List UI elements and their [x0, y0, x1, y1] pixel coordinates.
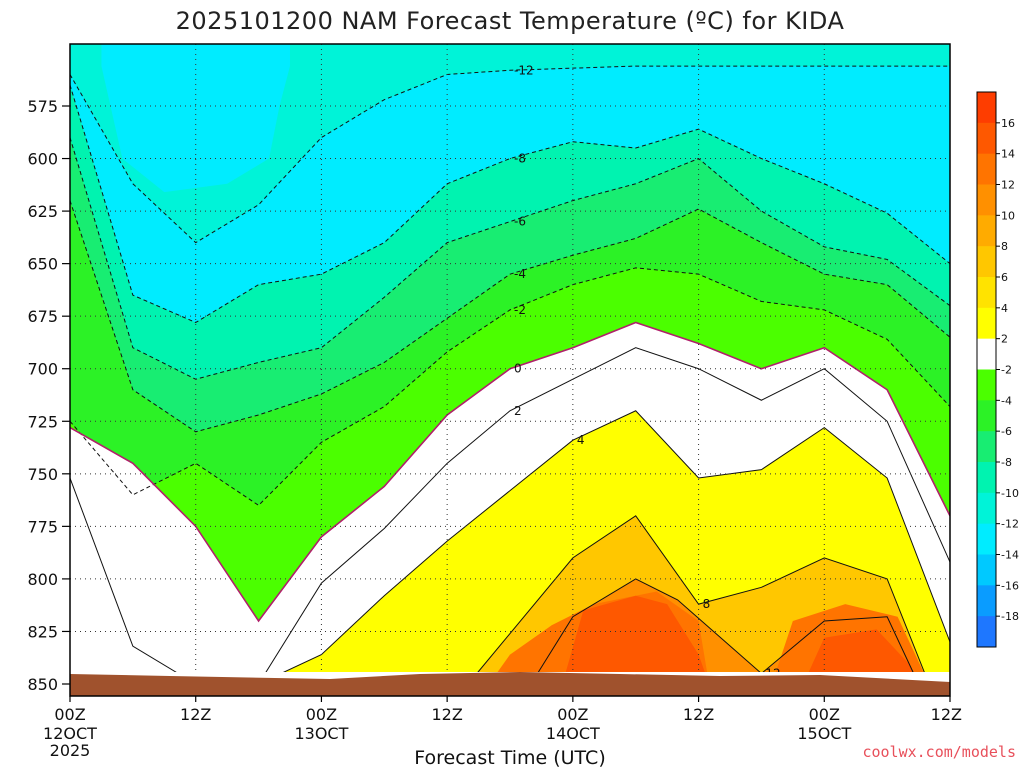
- colorbar-label-14: -14: [1001, 549, 1019, 562]
- y-tick-label-825: 825: [27, 622, 58, 641]
- colorbar-label-3: 10: [1001, 209, 1015, 222]
- band-core-2: [803, 629, 919, 684]
- isotherm-line--4: [70, 200, 950, 433]
- x-tick-hour-0: 00Z: [54, 705, 85, 724]
- band-core-1: [562, 595, 710, 684]
- colorbar-swatch-14: [977, 523, 996, 555]
- colorbar-swatch-6: [977, 277, 996, 309]
- isotherm-line--2: [70, 267, 950, 506]
- colorbar-label-9: -4: [1001, 394, 1012, 407]
- y-tick-label-750: 750: [27, 465, 58, 484]
- isotherm-label--12: -12: [514, 63, 534, 77]
- y-tick-label-575: 575: [27, 97, 58, 116]
- y-tick-label-700: 700: [27, 360, 58, 379]
- colorbar-label-4: 8: [1001, 240, 1008, 253]
- isotherm-label-2: 2: [514, 404, 522, 418]
- colorbar-swatch-5: [977, 246, 996, 278]
- surface-fill: [70, 672, 950, 696]
- colorbar: 16 14 12 10 8 6 4 2 -2 -4 -6 -8 -10 -12 -14 -16 -18: [976, 91, 1019, 648]
- y-tick-label-625: 625: [27, 202, 58, 221]
- colorbar-label-12: -10: [1001, 487, 1019, 500]
- colorbar-swatch-10: [977, 400, 996, 432]
- colorbar-swatch-16: [977, 585, 996, 617]
- colorbar-swatch-4: [977, 215, 996, 247]
- colorbar-label-0: 16: [1001, 117, 1015, 130]
- x-axis-label: Forecast Time (UTC): [414, 747, 605, 768]
- colorbar-swatch-8: [977, 338, 996, 370]
- colorbar-swatch-2: [977, 153, 996, 185]
- colorbar-label-2: 12: [1001, 179, 1015, 192]
- colorbar-swatch-9: [977, 369, 996, 401]
- colorbar-swatch-3: [977, 184, 996, 216]
- y-axis: 575 600 625 650 675 700 725 750 775 800 825 850: [27, 97, 70, 694]
- y-tick-label-600: 600: [27, 150, 58, 169]
- isotherm-line-12: [530, 578, 920, 685]
- colorbar-label-10: -6: [1001, 425, 1012, 438]
- colorbar-swatch-0: [977, 92, 996, 124]
- colorbar-label-6: 4: [1001, 302, 1008, 315]
- colorbar-swatch-12: [977, 462, 996, 494]
- x-tick-hour-6: 00Z: [809, 705, 840, 724]
- x-tick-date-6: 15OCT: [797, 724, 851, 743]
- colorbar-swatch-1: [977, 122, 996, 155]
- colorbar-label-15: -16: [1001, 579, 1019, 592]
- isotherm-label--8: -8: [514, 152, 526, 166]
- chart-title: 2025101200 NAM Forecast Temperature (ºC)…: [176, 7, 845, 35]
- x-tick-date-2: 13OCT: [294, 724, 348, 743]
- isotherm-label--2: -2: [514, 303, 526, 317]
- x-tick-date-4: 14OCT: [546, 724, 600, 743]
- isotherm-label-8: 8: [703, 597, 711, 611]
- isotherm-line--6: [70, 137, 950, 380]
- isotherm-line--12: [70, 65, 950, 244]
- y-tick-label-725: 725: [27, 412, 58, 431]
- isotherm-label-0: 0: [514, 362, 522, 376]
- plot-frame: [69, 43, 951, 697]
- colorbar-label-7: 2: [1001, 333, 1008, 346]
- y-tick-label-800: 800: [27, 570, 58, 589]
- y-tick-label-775: 775: [27, 517, 58, 536]
- x-tick-date-0: 12OCT: [43, 724, 97, 743]
- x-tick-year-0: 2025: [50, 741, 91, 760]
- colorbar-swatch-7: [977, 307, 996, 340]
- credit-text: coolwx.com/models: [862, 743, 1016, 761]
- colorbar-label-16: -18: [1001, 610, 1019, 623]
- temperature-bands: [70, 44, 950, 696]
- colorbar-label-1: 14: [1001, 148, 1015, 161]
- colorbar-label-13: -12: [1001, 518, 1019, 531]
- x-tick-hour-2: 00Z: [306, 705, 337, 724]
- isotherm-label-4: 4: [577, 433, 585, 447]
- colorbar-label-11: -8: [1001, 456, 1012, 469]
- x-tick-hour-5: 12Z: [683, 705, 714, 724]
- x-tick-hour-4: 00Z: [557, 705, 588, 724]
- y-tick-label-650: 650: [27, 255, 58, 274]
- colorbar-swatch-17: [977, 616, 996, 648]
- surface-terrain: [70, 672, 950, 696]
- colorbar-swatch-13: [977, 492, 996, 525]
- colorbar-swatch-11: [977, 431, 996, 463]
- x-tick-hour-7: 12Z: [931, 705, 962, 724]
- isotherm-label--6: -6: [514, 215, 526, 229]
- x-tick-hour-1: 12Z: [180, 705, 211, 724]
- colorbar-label-8: -2: [1001, 364, 1012, 377]
- y-tick-label-675: 675: [27, 307, 58, 326]
- y-tick-label-850: 850: [27, 675, 58, 694]
- colorbar-swatch-15: [977, 554, 996, 586]
- x-tick-hour-3: 12Z: [431, 705, 462, 724]
- isotherm-label--4: -4: [514, 267, 526, 281]
- colorbar-label-5: 6: [1001, 271, 1008, 284]
- band-cold-ring: [101, 44, 290, 193]
